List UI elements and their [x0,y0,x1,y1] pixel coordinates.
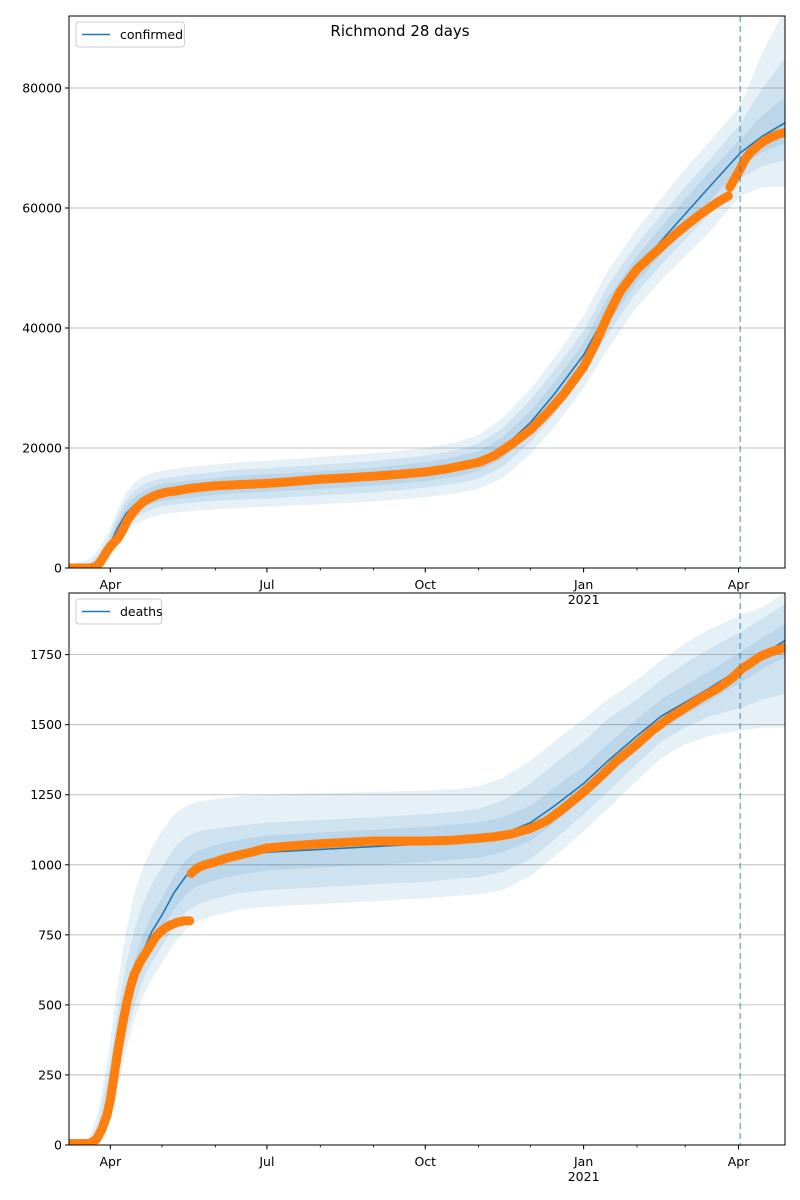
figure-title: Richmond 28 days [330,22,470,40]
legend-label: confirmed [120,27,183,42]
uncertainty-band-3 [69,623,785,1145]
legend-label: deaths [120,604,163,619]
x-tick-label: Oct [414,1154,436,1169]
x-tick-label: Jan [573,1154,593,1169]
y-tick-label: 60000 [22,201,62,216]
y-tick-label: 0 [54,561,62,576]
observed-point [780,127,785,137]
y-tick-label: 1500 [30,717,62,732]
uncertainty-band-2 [69,58,785,568]
plot-area-2 [69,593,785,1145]
axes-frame [68,15,786,569]
x-tick-label: Jul [258,577,274,592]
x-tick-label: Jul [258,1154,274,1169]
y-tick-label: 500 [38,997,62,1012]
axes-frame [68,592,786,1146]
plot-area-1 [69,16,785,568]
y-tick-label: 1250 [30,787,62,802]
y-tick-label: 0 [54,1138,62,1153]
y-tick-label: 1750 [30,647,62,662]
x-tick-label: Jan [573,577,593,592]
x-tick-label: Apr [99,1154,121,1169]
y-tick-label: 1000 [30,857,62,872]
x-tick-label: Oct [414,577,436,592]
y-tick-label: 40000 [22,321,62,336]
legend-box [75,21,185,48]
uncertainty-band-1 [69,16,785,568]
y-tick-label: 250 [38,1067,62,1082]
observed-point [184,916,195,926]
x-tick-label: 2021 [568,1169,600,1184]
legend-box [75,598,163,625]
x-tick-label: 2021 [568,592,600,607]
uncertainty-band-3 [69,97,785,568]
uncertainty-band-2 [69,604,785,1145]
y-tick-label: 80000 [22,81,62,96]
y-tick-label: 20000 [22,441,62,456]
uncertainty-band-1 [69,593,785,1145]
observed-point [723,191,733,201]
x-tick-label: Apr [728,577,750,592]
x-tick-label: Apr [728,1154,750,1169]
observed-point [780,643,785,653]
x-tick-label: Apr [99,577,121,592]
y-tick-label: 750 [38,927,62,942]
